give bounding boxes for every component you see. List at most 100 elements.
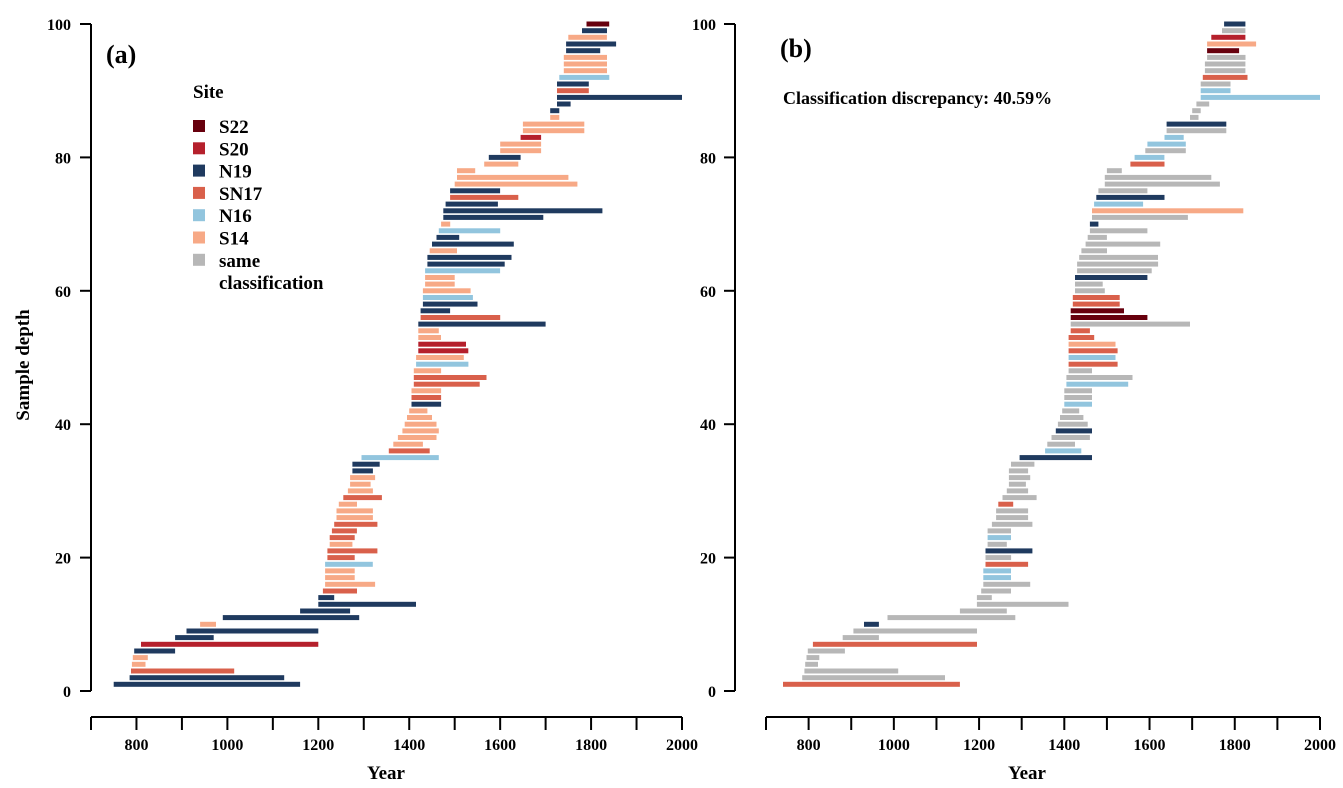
panel-a-bar-82 — [500, 141, 542, 147]
panel-a-bar-89 — [557, 94, 682, 100]
panel-b-axes: 0 20 40 60 80 100 800 1000 1200 1400 1600 1800 2000 — [692, 17, 1336, 754]
panel-a-x-tick-label-2000: 2000 — [666, 737, 698, 754]
legend-label-s20: S20 — [219, 139, 249, 160]
legend-swatch-sn17 — [193, 186, 205, 199]
panel-a-bar-90 — [557, 88, 589, 94]
panel-a-bar-4 — [131, 661, 146, 667]
panel-b-bar-87 — [1192, 108, 1201, 114]
panel-a-bar-64 — [427, 261, 505, 267]
panel-a-bar-14 — [318, 595, 335, 601]
panel-a-bar-63 — [425, 268, 501, 274]
panel-b-x-tick-label-800: 800 — [797, 737, 821, 754]
panel-a-bar-7 — [141, 641, 319, 647]
panel-b-y-tick-label-0: 0 — [708, 684, 716, 701]
panel-a-bar-49 — [416, 361, 469, 367]
panel-b-bar-53 — [1068, 335, 1095, 340]
panel-b-bar-67 — [1085, 241, 1161, 247]
panel-a-bar-95 — [563, 54, 607, 60]
panel-a-bar-61 — [425, 281, 455, 287]
panel-a-bar-43 — [411, 401, 442, 407]
legend-label-n19: N19 — [219, 162, 252, 183]
panel-b-bar-18 — [983, 568, 1011, 574]
panel-a-y-tick-label-60: 60 — [55, 284, 71, 301]
panel-a-bar-70 — [441, 221, 451, 227]
panel-a-x-tick-label-1600: 1600 — [484, 737, 516, 754]
panel-a-bar-65 — [427, 254, 512, 260]
panel-b-bar-82 — [1147, 141, 1186, 147]
panel-a-bar-16 — [325, 581, 376, 587]
panel-a-bar-42 — [409, 408, 428, 414]
legend-swatch-s20 — [193, 142, 205, 155]
panel-b-bar-63 — [1077, 268, 1152, 274]
panel-b-bar-9 — [853, 628, 977, 634]
panel-a-bar-55 — [418, 321, 546, 327]
legend-label-sn17: SN17 — [219, 184, 263, 205]
panel-b-bar-89 — [1200, 94, 1320, 100]
panel-b-bar-27 — [996, 508, 1029, 514]
panel-a-bar-25 — [334, 521, 378, 527]
panel-a-axes: 0 20 40 60 80 100 800 1000 1200 1400 1600 1800 2000 — [47, 17, 698, 754]
panel-a-bar-18 — [325, 568, 355, 574]
panel-b-bar-92 — [1202, 74, 1248, 80]
panel-a-bar-75 — [450, 188, 501, 194]
panel-b-bar-15 — [981, 588, 1011, 594]
panel-b-bar-68 — [1087, 234, 1107, 240]
panel-a-bar-19 — [325, 561, 373, 567]
panel-b-bar-60 — [1075, 288, 1105, 294]
panel-a-bar-33 — [352, 468, 373, 474]
panel-b-bar-55 — [1070, 321, 1190, 327]
panel-b-bar-40 — [1057, 421, 1088, 427]
panel-a-bar-93 — [563, 68, 607, 74]
panel-a-bar-26 — [336, 515, 373, 521]
panel-b-bar-98 — [1211, 34, 1246, 40]
panel-b-bar-100 — [1224, 21, 1246, 27]
panel-a-bar-62 — [425, 275, 455, 280]
panel-b-y-tick-label-80: 80 — [700, 150, 716, 167]
panel-b-bar-81 — [1145, 148, 1186, 154]
panel-b-x-axis-title: Year — [1008, 763, 1047, 784]
legend-swatch-n19 — [193, 164, 205, 177]
panel-b-bar-72 — [1092, 208, 1244, 214]
panel-b-bar-39 — [1055, 428, 1092, 434]
panel-b-bar-86 — [1190, 114, 1199, 120]
legend-label-same: same — [219, 251, 260, 272]
panel-b-bar-50 — [1068, 355, 1116, 360]
panel-b-bar-64 — [1077, 261, 1159, 267]
panel-b-bar-30 — [1006, 488, 1029, 494]
panel-a-bar-79 — [484, 161, 519, 167]
panel-b-bar-10 — [864, 621, 879, 627]
panel-b-bar-41 — [1060, 415, 1084, 420]
panel-a-bar-17 — [325, 575, 355, 581]
panel-a-x-tick-label-1400: 1400 — [393, 737, 425, 754]
panel-b-bar-58 — [1072, 301, 1120, 307]
panel-b-bar-25 — [991, 521, 1033, 527]
legend-swatch-s14 — [193, 231, 205, 244]
panel-b-bar-33 — [1008, 468, 1029, 474]
panel-b-bar-47 — [1066, 375, 1133, 380]
panel-b-bar-34 — [1011, 461, 1035, 467]
panel-b-bar-7 — [812, 641, 977, 647]
panel-a-bar-73 — [445, 201, 498, 207]
panel-a-bar-39 — [402, 428, 439, 434]
panel-a-bar-98 — [568, 34, 607, 40]
panel-a-bar-86 — [550, 114, 560, 120]
panel-b-bar-43 — [1064, 401, 1092, 407]
panel-b-y-tick-label-60: 60 — [700, 284, 716, 301]
panel-b-bar-97 — [1207, 41, 1257, 47]
panel-a-bar-77 — [457, 174, 569, 180]
panel-b-bar-32 — [1008, 475, 1031, 481]
panel-a-bar-12 — [300, 608, 351, 614]
panel-b-bar-66 — [1081, 248, 1107, 254]
panel-b-bar-80 — [1134, 154, 1165, 160]
panel-b-bar-83 — [1164, 134, 1184, 140]
legend-swatch-s22 — [193, 120, 205, 132]
legend-label-s22: S22 — [219, 117, 249, 138]
panel-b-bar-3 — [804, 668, 899, 674]
panel-a-x-tick-label-1800: 1800 — [575, 737, 607, 754]
panel-a-bar-37 — [393, 441, 423, 447]
panel-b-bar-4 — [805, 661, 818, 667]
